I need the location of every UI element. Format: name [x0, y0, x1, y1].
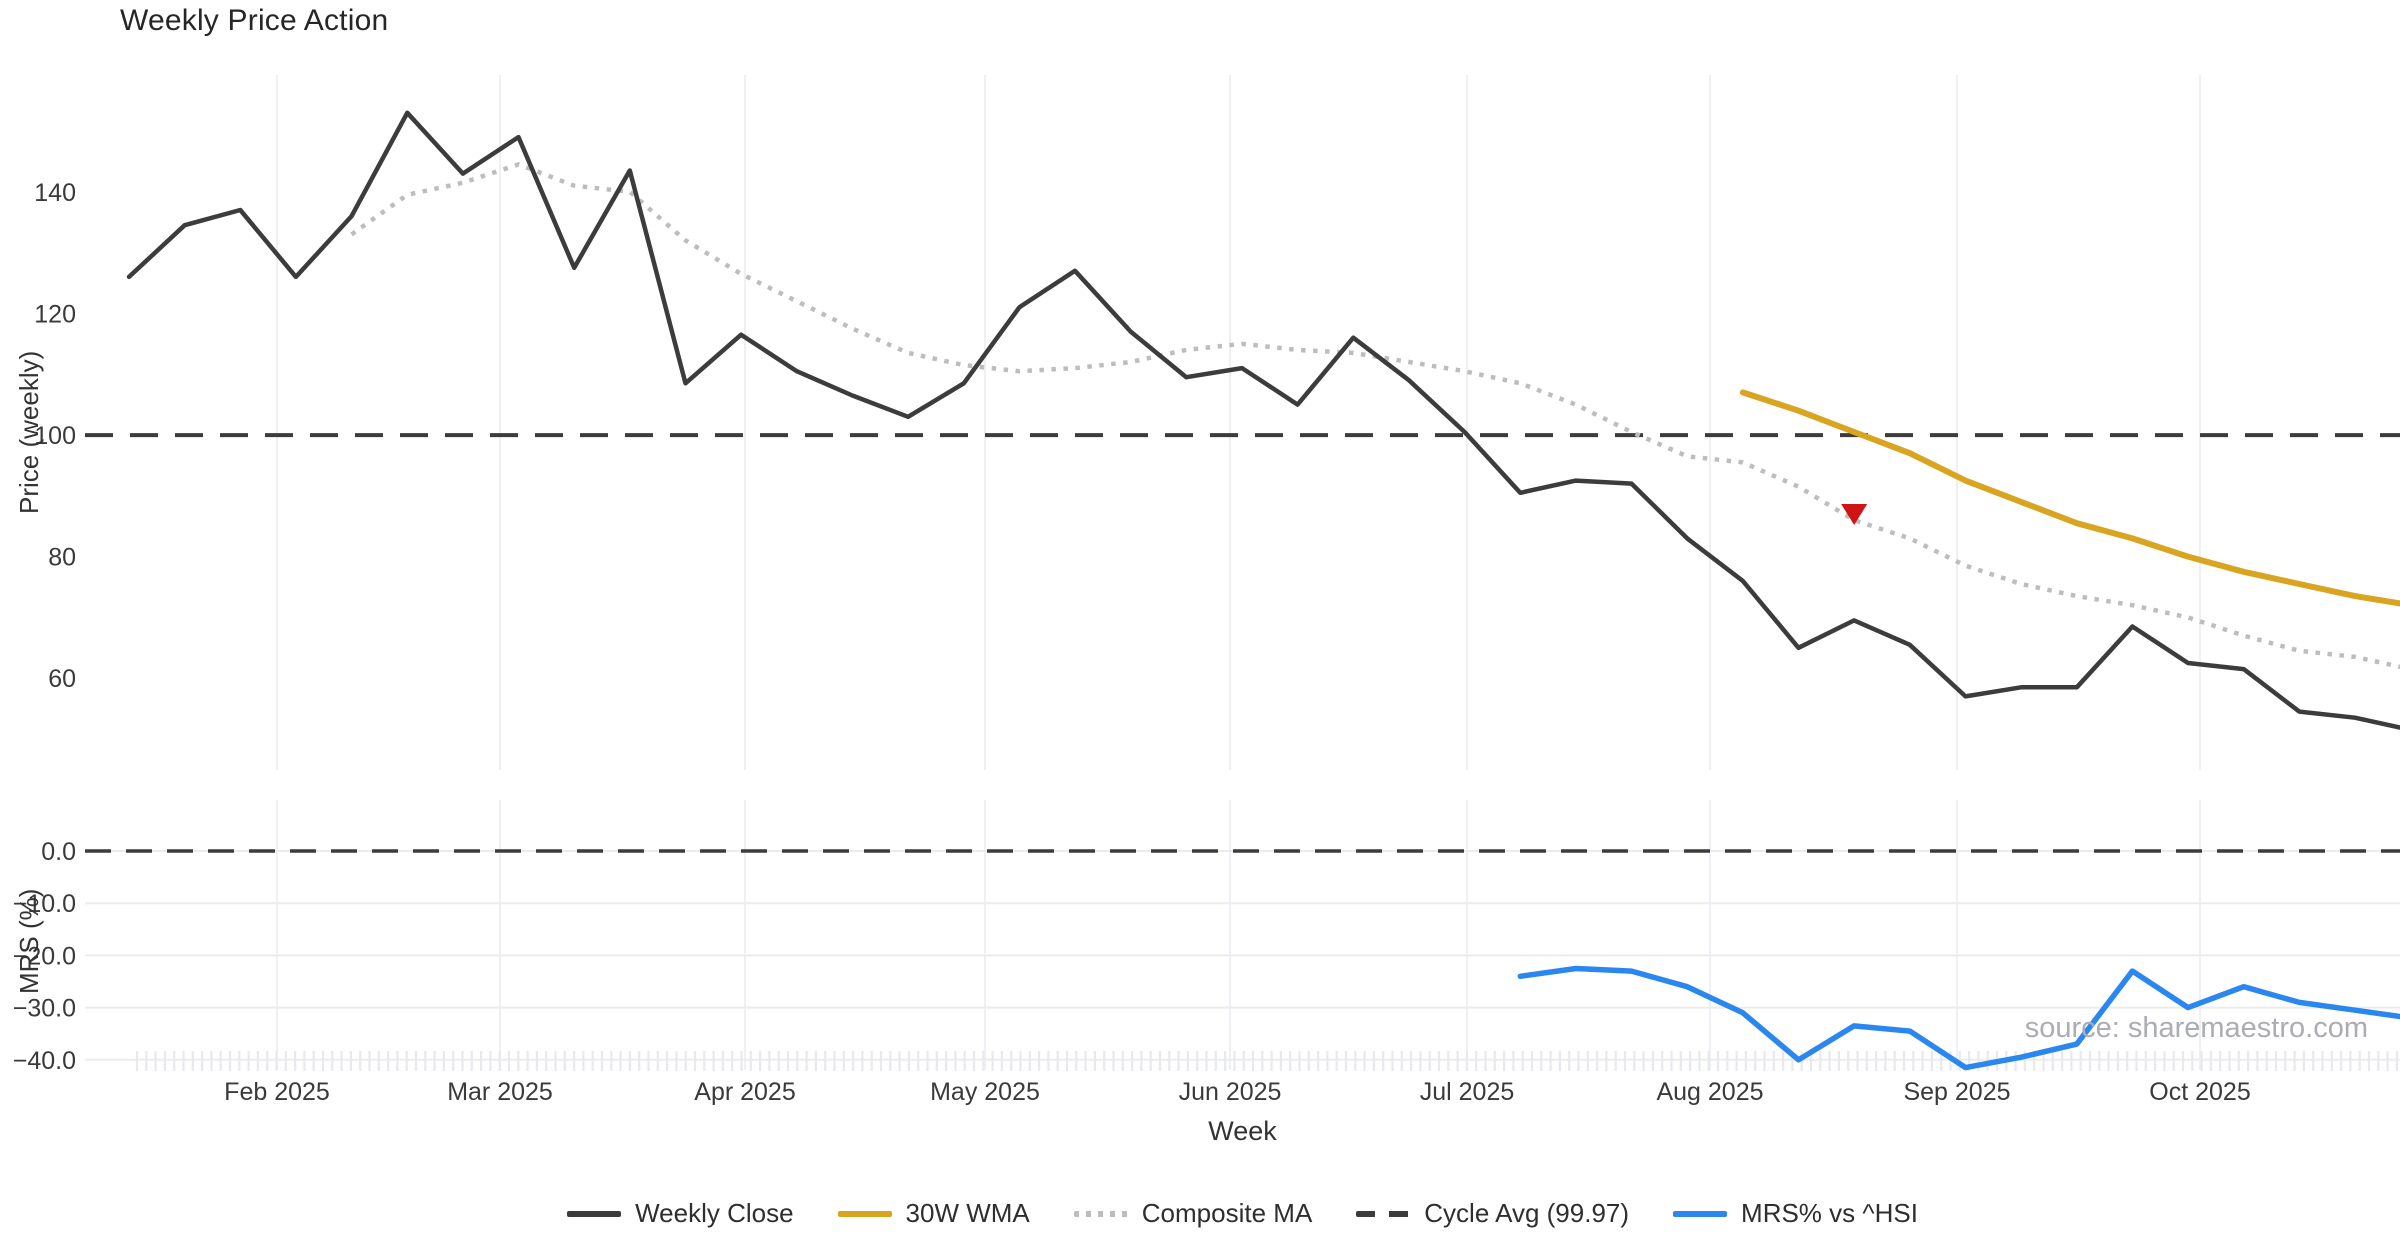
price-y-tick-label: 100 [34, 422, 76, 450]
weekly-close-line-swatch [567, 1210, 622, 1217]
legend-item-cycle-avg: Cycle Avg (99.97) [1356, 1198, 1629, 1229]
weekly-close-line [126, 110, 2400, 730]
day-tick-strip [135, 1051, 2398, 1071]
x-tick-label: Jun 2025 [1179, 1078, 1282, 1106]
legend-item-weekly-close: Weekly Close [567, 1198, 794, 1229]
mrs-y-axis-label: MRS (%) [14, 888, 44, 994]
cycle-avg-line-swatch [1356, 1210, 1411, 1217]
x-tick-label: May 2025 [930, 1078, 1040, 1106]
x-axis-label: Week [1208, 1116, 1277, 1146]
price-y-tick-label: 60 [48, 665, 76, 693]
composite-ma-line [350, 162, 2400, 670]
down-triangle-marker [1841, 504, 1868, 526]
price-y-tick-label: 140 [34, 179, 76, 207]
legend-label: MRS% vs ^HSI [1741, 1198, 1918, 1228]
legend: Weekly Close 30W WMA Composite MA Cycle … [85, 1198, 2400, 1229]
legend-item-mrs: MRS% vs ^HSI [1673, 1198, 1918, 1229]
mrs-y-tick-label: −20.0 [13, 942, 76, 970]
mrs-y-tick-label: −40.0 [13, 1047, 76, 1075]
composite-ma-line-swatch [1073, 1210, 1128, 1217]
legend-label: 30W WMA [905, 1198, 1030, 1228]
mrs-line-swatch [1673, 1210, 1728, 1217]
legend-label: Composite MA [1141, 1198, 1313, 1228]
mrs-y-tick-label: −30.0 [13, 995, 76, 1023]
legend-label: Weekly Close [635, 1198, 794, 1228]
legend-label: Cycle Avg (99.97) [1424, 1198, 1630, 1228]
x-tick-label: Apr 2025 [694, 1078, 795, 1106]
legend-item-composite-ma: Composite MA [1073, 1198, 1313, 1229]
chart-title: Weekly Price Action [120, 4, 389, 37]
price-y-axis-label: Price (weekly) [14, 350, 44, 514]
price-y-tick-label: 120 [34, 300, 76, 328]
x-tick-label: Aug 2025 [1656, 1078, 1763, 1106]
x-tick-label: Oct 2025 [2149, 1078, 2250, 1106]
mrs-y-tick-label: −10.0 [13, 890, 76, 918]
wma30-line [1739, 389, 2400, 607]
x-tick-label: Sep 2025 [1903, 1078, 2010, 1106]
x-tick-label: Jul 2025 [1420, 1078, 1515, 1106]
legend-item-30w-wma: 30W WMA [837, 1198, 1030, 1229]
mrs-y-tick-label: 0.0 [41, 838, 76, 866]
x-tick-label: Feb 2025 [224, 1078, 330, 1106]
x-tick-label: Mar 2025 [447, 1078, 553, 1106]
wma-line-swatch [837, 1210, 892, 1217]
source-watermark: source: sharemaestro.com [2024, 1012, 2368, 1044]
mrs-line [1517, 965, 2400, 1071]
price-y-tick-label: 80 [48, 544, 76, 572]
